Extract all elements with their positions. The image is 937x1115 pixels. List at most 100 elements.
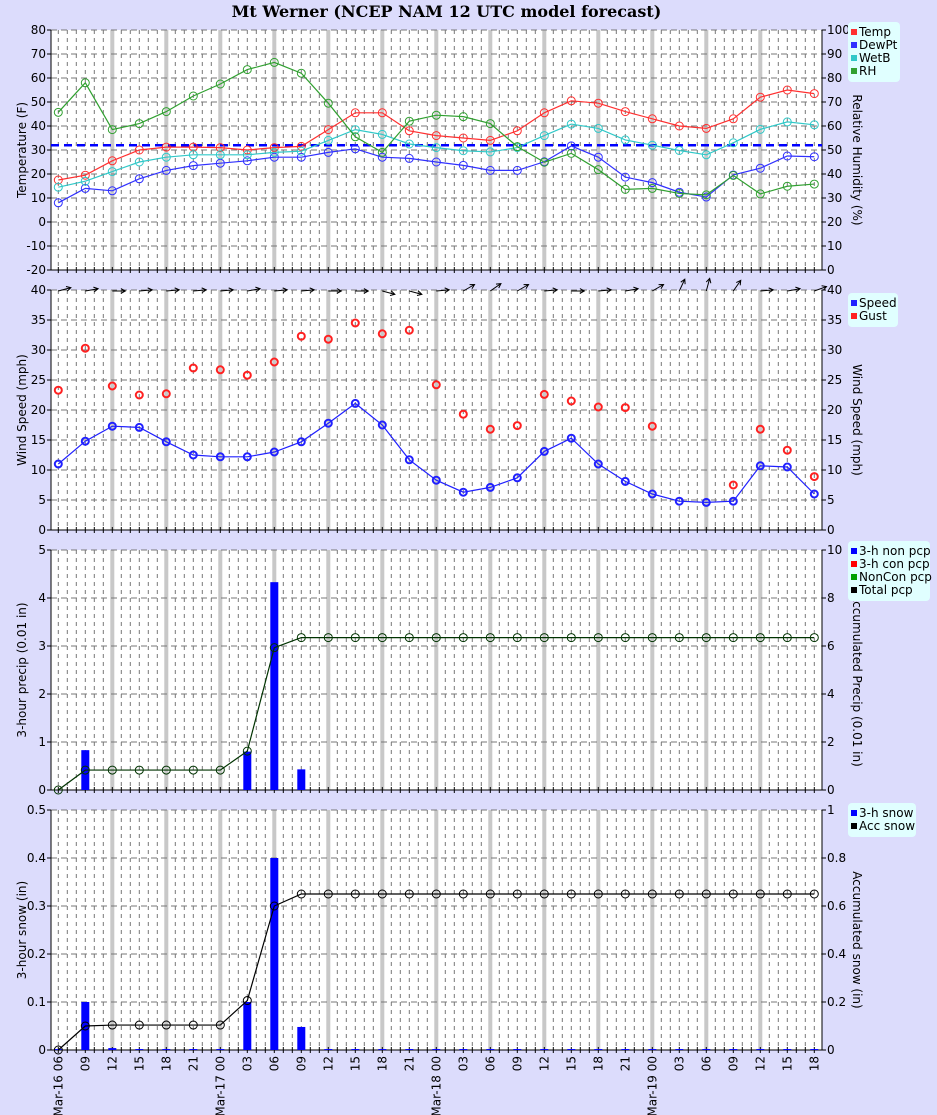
y-right-tick-label: 0.4 bbox=[827, 947, 846, 961]
data-point bbox=[377, 420, 387, 430]
data-point bbox=[539, 131, 549, 141]
data-point bbox=[593, 98, 603, 108]
data-point bbox=[728, 496, 738, 506]
data-point bbox=[377, 147, 387, 157]
legend-swatch bbox=[851, 313, 857, 319]
data-point bbox=[80, 176, 90, 186]
data-point bbox=[323, 633, 333, 643]
y-axis-right-title: Accumulated Precip (0.01 in) bbox=[850, 593, 864, 767]
y-tick-label: 5 bbox=[38, 543, 46, 557]
data-point bbox=[809, 152, 819, 162]
data-point bbox=[269, 901, 279, 911]
y-right-tick-label: 30 bbox=[827, 343, 842, 357]
x-tick-label: 21 bbox=[618, 1056, 632, 1071]
x-tick-label: 21 bbox=[186, 1056, 200, 1071]
legend-swatch bbox=[851, 29, 857, 35]
panel-2: 0 5 10 15 20 25 30 35 40 0 5 10 15 20 25 30 35 40 Wind Spe… bbox=[15, 277, 898, 537]
data-point bbox=[350, 125, 360, 135]
y-tick-label: 0.1 bbox=[27, 995, 46, 1009]
x-tick-label: 15 bbox=[780, 1056, 794, 1071]
data-point bbox=[80, 170, 90, 180]
data-point bbox=[728, 889, 738, 899]
bar bbox=[648, 1049, 657, 1050]
data-point bbox=[674, 145, 684, 155]
data-point bbox=[593, 459, 603, 469]
data-point bbox=[593, 402, 603, 412]
wind-direction-arrow bbox=[814, 285, 828, 292]
data-point bbox=[566, 433, 576, 443]
data-point bbox=[782, 85, 792, 95]
data-point bbox=[377, 889, 387, 899]
bar bbox=[702, 1049, 711, 1050]
x-tick-label: 06 bbox=[483, 1056, 497, 1071]
legend-swatch bbox=[851, 68, 857, 74]
data-point bbox=[782, 117, 792, 127]
y-tick-label: 60 bbox=[31, 71, 46, 85]
x-tick-label: Mar-16 06 bbox=[51, 1056, 65, 1115]
data-point bbox=[458, 487, 468, 497]
data-point bbox=[431, 475, 441, 485]
data-point bbox=[512, 142, 522, 152]
y-tick-label: 20 bbox=[31, 167, 46, 181]
data-point bbox=[323, 98, 333, 108]
legend-swatch bbox=[851, 55, 857, 61]
y-right-tick-label: 40 bbox=[827, 283, 842, 297]
bar bbox=[351, 1049, 360, 1050]
data-point bbox=[269, 143, 279, 153]
data-point bbox=[404, 139, 414, 149]
y-right-tick-label: 8 bbox=[827, 591, 835, 605]
y-tick-label: 0.3 bbox=[27, 899, 46, 913]
data-point bbox=[404, 116, 414, 126]
data-point bbox=[620, 403, 630, 413]
y-right-tick-label: 60 bbox=[827, 119, 842, 133]
data-point bbox=[53, 175, 63, 185]
data-point bbox=[674, 889, 684, 899]
wind-direction-arrow bbox=[760, 287, 775, 294]
data-point bbox=[458, 146, 468, 156]
data-point bbox=[782, 151, 792, 161]
wind-direction-arrow bbox=[220, 287, 235, 294]
data-point bbox=[620, 476, 630, 486]
data-point bbox=[701, 497, 711, 507]
data-point bbox=[431, 110, 441, 120]
data-point bbox=[188, 150, 198, 160]
data-point bbox=[458, 133, 468, 143]
data-point bbox=[161, 437, 171, 447]
y-tick-label: 0.4 bbox=[27, 851, 46, 865]
data-point bbox=[647, 114, 657, 124]
data-point bbox=[134, 1020, 144, 1030]
series-line bbox=[58, 89, 815, 181]
data-point bbox=[485, 482, 495, 492]
panel-4: 0 0.1 0.2 0.3 0.4 0.5 0 0.2 0.4 0.6 0.8 1 3-hour sno… bbox=[15, 803, 916, 1057]
data-point bbox=[755, 633, 765, 643]
data-point bbox=[323, 418, 333, 428]
data-point bbox=[134, 119, 144, 129]
data-point bbox=[53, 182, 63, 192]
bar bbox=[567, 1049, 576, 1050]
wind-direction-arrow bbox=[571, 288, 586, 294]
data-point bbox=[755, 163, 765, 173]
data-point bbox=[80, 78, 90, 88]
y-tick-label: 5 bbox=[38, 493, 46, 507]
y-axis-title: Temperature (F) bbox=[15, 102, 29, 199]
data-point bbox=[215, 79, 225, 89]
legend-label: RH bbox=[859, 64, 876, 78]
data-point bbox=[593, 152, 603, 162]
data-point bbox=[404, 126, 414, 136]
series-total-pcp bbox=[53, 633, 819, 795]
y-right-tick-label: 15 bbox=[827, 433, 842, 447]
data-point bbox=[134, 390, 144, 400]
bar bbox=[297, 769, 306, 790]
bar bbox=[513, 1049, 522, 1050]
data-point bbox=[512, 165, 522, 175]
data-point bbox=[566, 141, 576, 151]
x-tick-label: 06 bbox=[267, 1056, 281, 1071]
bar bbox=[189, 1049, 198, 1050]
y-tick-label: -10 bbox=[26, 239, 46, 253]
wind-direction-arrow bbox=[328, 288, 343, 294]
wind-direction-arrow bbox=[355, 288, 370, 294]
x-tick-label: 06 bbox=[699, 1056, 713, 1071]
series-line bbox=[57, 637, 815, 791]
data-point bbox=[512, 421, 522, 431]
